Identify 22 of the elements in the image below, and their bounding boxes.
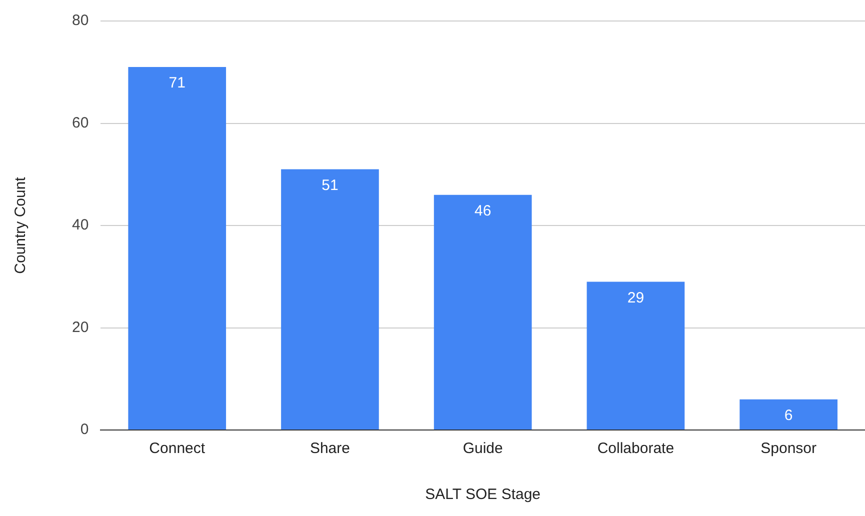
bar	[128, 67, 226, 430]
y-tick-label: 20	[72, 318, 89, 336]
y-tick-label: 60	[72, 114, 89, 132]
x-tick-label: Connect	[149, 440, 206, 458]
y-tick-label: 40	[72, 216, 89, 234]
bar	[740, 399, 838, 430]
y-axis-title: Country Count	[12, 176, 30, 274]
x-tick-label: Share	[310, 440, 350, 458]
x-tick-label: Sponsor	[760, 440, 817, 458]
y-tick-label: 80	[72, 12, 89, 30]
bar	[586, 282, 685, 430]
data-label: 46	[474, 202, 492, 220]
x-tick-label: Guide	[462, 440, 503, 458]
x-axis-title: SALT SOE Stage	[425, 486, 541, 504]
x-tick-label: Collaborate	[597, 440, 674, 458]
bar	[281, 169, 379, 430]
bar	[434, 194, 532, 430]
data-label: 51	[322, 176, 338, 194]
data-label: 29	[627, 289, 644, 306]
data-label: 6	[784, 406, 793, 424]
data-label: 71	[168, 74, 186, 92]
y-tick-label: 0	[80, 421, 89, 438]
